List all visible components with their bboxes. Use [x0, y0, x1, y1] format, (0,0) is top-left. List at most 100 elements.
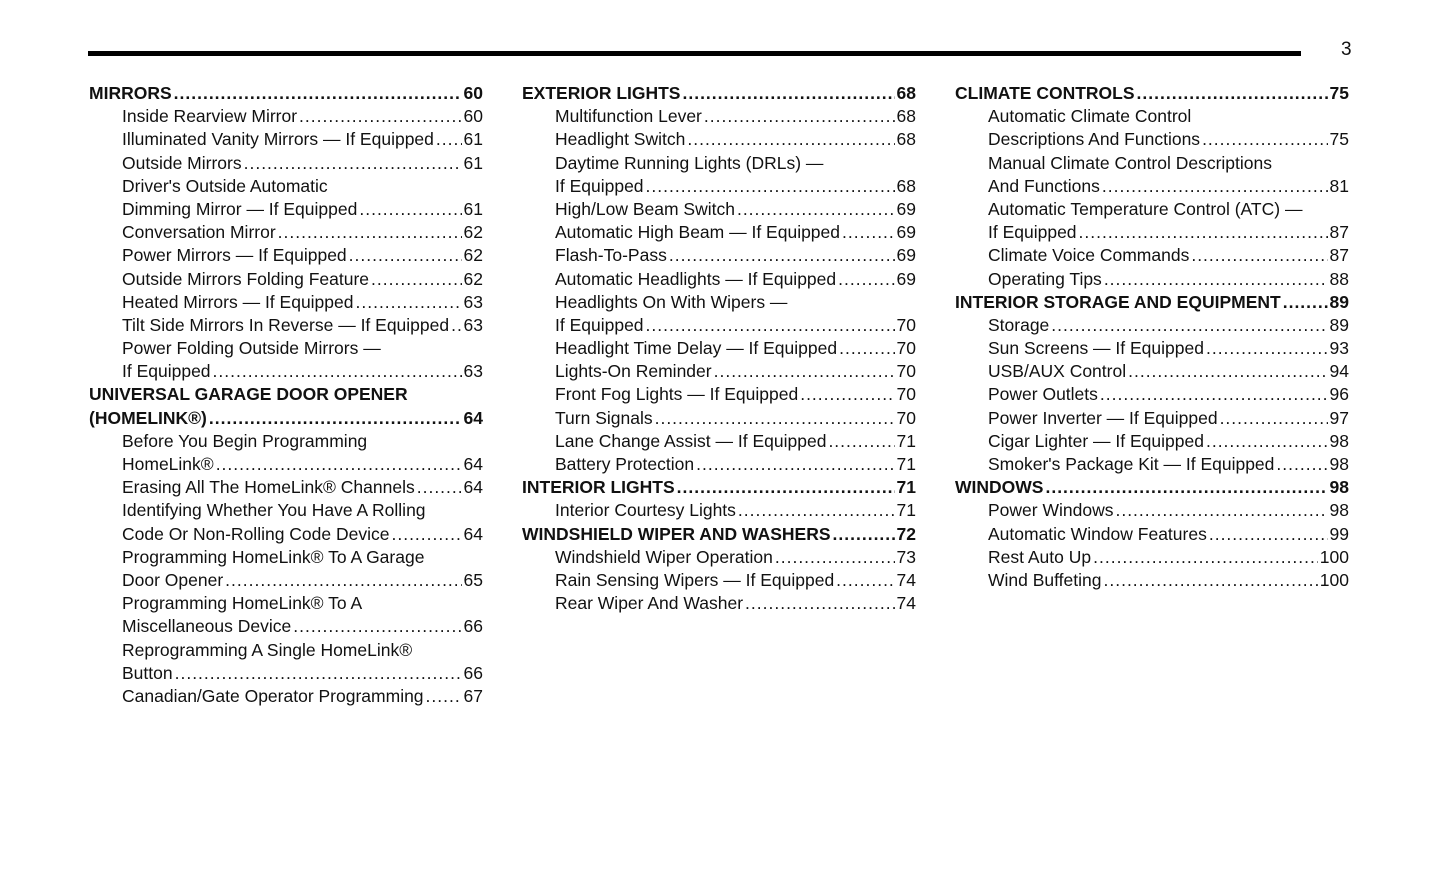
- toc-page-number[interactable]: 75: [1329, 83, 1349, 103]
- toc-page-number[interactable]: 68: [896, 83, 916, 103]
- toc-page-number[interactable]: 71: [896, 500, 916, 521]
- toc-page-number[interactable]: 81: [1329, 175, 1349, 196]
- toc-page-number[interactable]: 70: [896, 314, 916, 335]
- toc-entry[interactable]: Rain Sensing Wipers — If Equipped 74: [522, 569, 916, 592]
- toc-entry[interactable]: Sun Screens — If Equipped 93: [955, 337, 1349, 360]
- toc-entry[interactable]: Front Fog Lights — If Equipped 70: [522, 383, 916, 406]
- toc-entry[interactable]: Battery Protection 71: [522, 453, 916, 476]
- toc-page-number[interactable]: 70: [896, 338, 916, 359]
- toc-page-number[interactable]: 73: [896, 546, 916, 567]
- toc-entry[interactable]: Climate Voice Commands 87: [955, 244, 1349, 267]
- toc-entry[interactable]: Smoker's Package Kit — If Equipped 98: [955, 453, 1349, 476]
- toc-page-number[interactable]: 63: [463, 314, 483, 335]
- toc-entry[interactable]: Automatic High Beam — If Equipped 69: [522, 221, 916, 244]
- toc-entry[interactable]: Daytime Running Lights (DRLs) — If Equipp…: [522, 152, 916, 198]
- toc-page-number[interactable]: 70: [896, 384, 916, 405]
- toc-page-number[interactable]: 69: [896, 222, 916, 243]
- toc-page-number[interactable]: 88: [1329, 268, 1349, 289]
- toc-entry[interactable]: Inside Rearview Mirror 60: [89, 105, 483, 128]
- toc-page-number[interactable]: 100: [1319, 569, 1349, 590]
- toc-entry[interactable]: Operating Tips 88: [955, 268, 1349, 291]
- toc-page-number[interactable]: 71: [896, 430, 916, 451]
- toc-page-number[interactable]: 96: [1329, 384, 1349, 405]
- toc-entry[interactable]: Before You Begin Programming HomeLink® 64: [89, 430, 483, 476]
- toc-page-number[interactable]: 64: [463, 523, 483, 544]
- toc-section-heading[interactable]: CLIMATE CONTROLS 75: [955, 82, 1349, 105]
- toc-entry[interactable]: Power Outlets 96: [955, 383, 1349, 406]
- toc-entry[interactable]: Programming HomeLink® To A Garage Door Op…: [89, 546, 483, 592]
- toc-page-number[interactable]: 71: [896, 454, 916, 474]
- toc-entry[interactable]: Tilt Side Mirrors In Reverse — If Equipp…: [89, 314, 483, 337]
- toc-page-number[interactable]: 74: [896, 593, 916, 614]
- toc-entry[interactable]: Automatic Temperature Control (ATC) — If …: [955, 198, 1349, 244]
- toc-entry[interactable]: Lights-On Reminder 70: [522, 360, 916, 383]
- toc-page-number[interactable]: 89: [1329, 291, 1349, 312]
- toc-entry[interactable]: Rest Auto Up 100: [955, 546, 1349, 569]
- toc-page-number[interactable]: 61: [463, 129, 483, 150]
- toc-page-number[interactable]: 99: [1329, 523, 1349, 544]
- toc-page-number[interactable]: 63: [463, 361, 483, 382]
- toc-entry[interactable]: Automatic Window Features 99: [955, 523, 1349, 546]
- toc-page-number[interactable]: 98: [1329, 430, 1349, 451]
- toc-page-number[interactable]: 60: [463, 106, 483, 127]
- toc-entry[interactable]: Lane Change Assist — If Equipped 71: [522, 430, 916, 453]
- toc-page-number[interactable]: 87: [1329, 222, 1349, 243]
- toc-page-number[interactable]: 69: [896, 198, 916, 219]
- toc-entry[interactable]: Rear Wiper And Washer 74: [522, 592, 916, 615]
- toc-entry[interactable]: Outside Mirrors Folding Feature 62: [89, 268, 483, 291]
- toc-section-heading[interactable]: WINDSHIELD WIPER AND WASHERS 72: [522, 523, 916, 546]
- toc-entry[interactable]: Storage 89: [955, 314, 1349, 337]
- toc-page-number[interactable]: 97: [1329, 407, 1349, 428]
- toc-page-number[interactable]: 61: [463, 198, 483, 219]
- toc-entry[interactable]: Turn Signals 70: [522, 407, 916, 430]
- toc-page-number[interactable]: 60: [463, 83, 483, 103]
- toc-entry[interactable]: Power Mirrors — If Equipped 62: [89, 244, 483, 267]
- toc-page-number[interactable]: 94: [1329, 361, 1349, 382]
- toc-section-heading[interactable]: EXTERIOR LIGHTS 68: [522, 82, 916, 105]
- toc-entry[interactable]: Automatic Headlights — If Equipped 69: [522, 268, 916, 291]
- toc-entry[interactable]: Illuminated Vanity Mirrors — If Equipped…: [89, 128, 483, 151]
- toc-entry[interactable]: Interior Courtesy Lights 71: [522, 499, 916, 522]
- toc-page-number[interactable]: 66: [463, 662, 483, 683]
- toc-entry[interactable]: Windshield Wiper Operation 73: [522, 546, 916, 569]
- toc-entry[interactable]: Heated Mirrors — If Equipped 63: [89, 291, 483, 314]
- toc-page-number[interactable]: 68: [896, 106, 916, 127]
- toc-page-number[interactable]: 98: [1329, 454, 1349, 474]
- toc-page-number[interactable]: 69: [896, 268, 916, 289]
- toc-entry[interactable]: USB/AUX Control 94: [955, 360, 1349, 383]
- toc-page-number[interactable]: 70: [896, 407, 916, 428]
- toc-page-number[interactable]: 71: [896, 477, 916, 498]
- toc-page-number[interactable]: 66: [463, 616, 483, 637]
- toc-page-number[interactable]: 62: [463, 222, 483, 243]
- toc-page-number[interactable]: 65: [463, 569, 483, 590]
- toc-entry[interactable]: Flash-To-Pass 69: [522, 244, 916, 267]
- toc-page-number[interactable]: 89: [1329, 314, 1349, 335]
- toc-entry[interactable]: Identifying Whether You Have A Rolling Co…: [89, 499, 483, 545]
- toc-entry[interactable]: High/Low Beam Switch 69: [522, 198, 916, 221]
- toc-page-number[interactable]: 75: [1329, 129, 1349, 150]
- toc-entry[interactable]: Headlights On With Wipers —If Equipped 70: [522, 291, 916, 337]
- toc-section-heading[interactable]: INTERIOR STORAGE AND EQUIPMENT 89: [955, 291, 1349, 314]
- toc-page-number[interactable]: 87: [1329, 245, 1349, 266]
- toc-page-number[interactable]: 62: [463, 245, 483, 266]
- toc-page-number[interactable]: 72: [896, 523, 916, 544]
- toc-entry[interactable]: Power Inverter — If Equipped 97: [955, 407, 1349, 430]
- toc-page-number[interactable]: 64: [463, 454, 483, 474]
- toc-page-number[interactable]: 98: [1329, 500, 1349, 521]
- toc-page-number[interactable]: 63: [463, 291, 483, 312]
- toc-page-number[interactable]: 62: [463, 268, 483, 289]
- toc-section-heading[interactable]: INTERIOR LIGHTS 71: [522, 476, 916, 499]
- toc-entry[interactable]: Power Folding Outside Mirrors — If Equipp…: [89, 337, 483, 383]
- toc-entry[interactable]: Programming HomeLink® To A Miscellaneous …: [89, 592, 483, 638]
- toc-entry[interactable]: Cigar Lighter — If Equipped 98: [955, 430, 1349, 453]
- toc-page-number[interactable]: 64: [463, 477, 483, 498]
- toc-page-number[interactable]: 64: [463, 407, 483, 428]
- toc-section-heading[interactable]: MIRRORS 60: [89, 82, 483, 105]
- toc-entry[interactable]: Driver's Outside Automatic Dimming Mirror…: [89, 175, 483, 221]
- toc-page-number[interactable]: 69: [896, 245, 916, 266]
- toc-entry[interactable]: Outside Mirrors 61: [89, 152, 483, 175]
- toc-page-number[interactable]: 70: [896, 361, 916, 382]
- toc-entry[interactable]: Reprogramming A Single HomeLink®Button 66: [89, 639, 483, 685]
- toc-page-number[interactable]: 74: [896, 569, 916, 590]
- toc-entry[interactable]: Canadian/Gate Operator Programming 67: [89, 685, 483, 708]
